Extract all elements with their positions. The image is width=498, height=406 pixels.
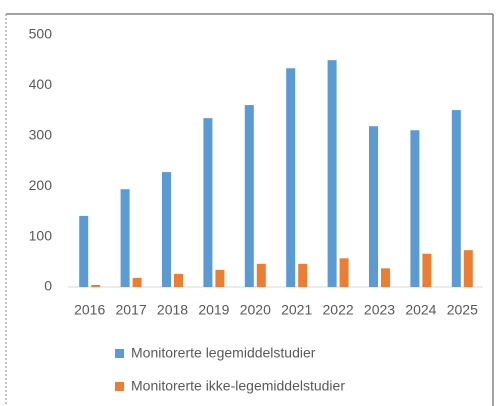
x-tick-label: 2025 <box>447 302 478 318</box>
x-tick-label: 2017 <box>116 302 147 318</box>
bar <box>120 189 130 287</box>
bar <box>91 284 101 287</box>
x-tick-label: 2019 <box>198 302 229 318</box>
bar <box>132 277 142 287</box>
x-tick-label: 2020 <box>240 302 271 318</box>
y-tick-label: 100 <box>29 227 53 243</box>
y-tick-label: 500 <box>29 26 53 42</box>
bar <box>463 250 473 287</box>
x-tick-label: 2021 <box>281 302 312 318</box>
bar <box>162 172 171 287</box>
bar <box>215 269 225 287</box>
legend-swatch <box>115 382 124 391</box>
bar <box>79 215 89 287</box>
legend-label: Monitorerte ikke-legemiddelstudier <box>131 378 345 394</box>
x-tick-label: 2018 <box>157 302 188 318</box>
bar <box>286 68 296 287</box>
bar <box>369 126 378 287</box>
x-tick-label: 2022 <box>323 302 354 318</box>
bar <box>244 105 254 287</box>
x-tick-label: 2024 <box>405 302 436 318</box>
legend-swatch <box>115 349 124 358</box>
bar <box>298 263 308 287</box>
y-tick-label: 200 <box>29 177 53 193</box>
bar <box>410 130 420 287</box>
bar <box>174 273 183 287</box>
x-tick-label: 2016 <box>74 302 105 318</box>
bar <box>422 253 432 287</box>
y-tick-label: 400 <box>29 76 53 92</box>
bar <box>203 118 213 287</box>
bar <box>339 258 349 287</box>
bar <box>381 268 390 287</box>
y-tick-label: 300 <box>29 127 53 143</box>
legend-label: Monitorerte legemiddelstudier <box>131 345 316 361</box>
bar <box>451 110 461 287</box>
x-tick-label: 2023 <box>364 302 395 318</box>
y-tick-label: 0 <box>44 278 52 294</box>
bar <box>327 60 337 288</box>
bar <box>256 263 266 287</box>
